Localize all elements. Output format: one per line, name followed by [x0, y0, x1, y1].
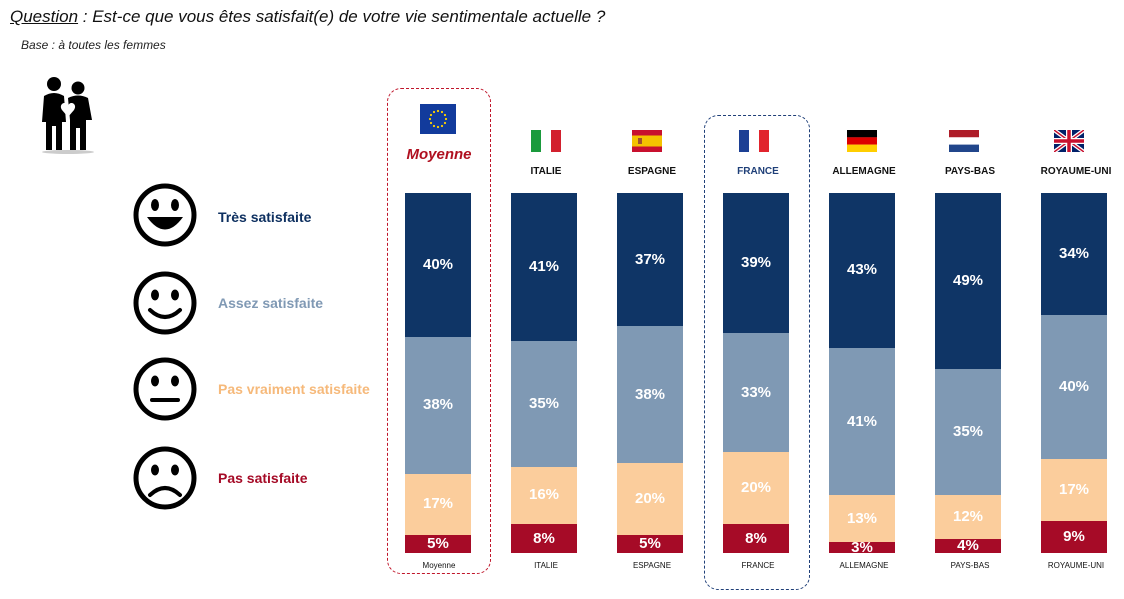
- bar-segment-pas-allemagne: [829, 542, 895, 553]
- country-label-espagne: ESPAGNE: [627, 166, 677, 177]
- bar-segment-pas-vraiment-royaume-uni: [1041, 459, 1107, 521]
- data-label-tres-royaume-uni: 34%: [1058, 245, 1090, 263]
- happy-face-icon: [133, 271, 197, 335]
- bar-segment-assez-france: [723, 333, 789, 453]
- bar-segment-pas-espagne: [617, 535, 683, 553]
- country-label-allemagne: ALLEMAGNE: [832, 166, 896, 177]
- data-label-pas-vraiment-moyenne: 17%: [422, 495, 454, 513]
- legend-label-assez: Assez satisfaite: [218, 295, 324, 311]
- bar-segment-assez-allemagne: [829, 347, 895, 496]
- bar-segment-pas-france: [723, 524, 789, 553]
- data-label-tres-allemagne: 43%: [846, 261, 878, 279]
- bar-segment-assez-royaume-uni: [1041, 315, 1107, 460]
- data-label-pas-pays-bas: 4%: [957, 536, 979, 554]
- data-label-pas-italie: 8%: [533, 529, 555, 547]
- germany-flag-icon: [847, 130, 877, 152]
- data-label-assez-france: 33%: [740, 383, 772, 401]
- data-label-assez-allemagne: 41%: [846, 412, 878, 430]
- bar-segment-pas-vraiment-moyenne: [405, 473, 471, 535]
- moyenne-top-label: Moyenne: [406, 146, 472, 163]
- data-label-pas-vraiment-espagne: 20%: [634, 490, 666, 507]
- question-text: : Est-ce que vous êtes satisfait(e) de v…: [78, 7, 606, 26]
- bar-segment-tres-moyenne: [405, 193, 471, 337]
- sad-face-icon: [133, 446, 197, 510]
- data-label-pas-vraiment-france: 20%: [740, 479, 772, 497]
- bar-segment-pas-vraiment-france: [723, 452, 789, 525]
- very-happy-face-icon: [133, 183, 197, 247]
- data-label-pas-vraiment-royaume-uni: 17%: [1058, 481, 1090, 498]
- data-label-pas-vraiment-italie: 16%: [528, 486, 560, 504]
- legend-label-pas-vraiment: Pas vraiment satisfaite: [218, 381, 370, 397]
- country-label-france: FRANCE: [737, 166, 779, 177]
- country-label-pays-bas: PAYS-BAS: [944, 166, 995, 177]
- data-label-pas-moyenne: 5%: [427, 535, 449, 552]
- bar-segment-pas-italie: [511, 524, 577, 553]
- country-label-italie: ITALIE: [530, 166, 562, 177]
- bar-segment-tres-france: [723, 193, 789, 334]
- bar-segment-pas-royaume-uni: [1041, 520, 1107, 553]
- bottom-label-royaume-uni: ROYAUME-UNI: [1047, 561, 1105, 570]
- bottom-label-pays-bas: PAYS-BAS: [950, 561, 990, 570]
- bar-segment-pas-vraiment-italie: [511, 466, 577, 525]
- data-label-assez-italie: 35%: [528, 394, 560, 412]
- data-label-tres-pays-bas: 49%: [952, 272, 984, 290]
- bar-segment-tres-pays-bas: [935, 193, 1001, 370]
- question-line: Question : Est-ce que vous êtes satisfai…: [10, 7, 605, 27]
- data-label-assez-royaume-uni: 40%: [1058, 378, 1090, 396]
- bottom-label-moyenne: Moyenne: [422, 561, 456, 570]
- base-note: Base : à toutes les femmes: [21, 38, 166, 52]
- bar-segment-assez-italie: [511, 340, 577, 467]
- bar-segment-assez-moyenne: [405, 337, 471, 474]
- bar-segment-assez-espagne: [617, 326, 683, 463]
- bar-segment-tres-royaume-uni: [1041, 193, 1107, 316]
- legend-label-tres: Très satisfaite: [218, 209, 312, 225]
- data-label-pas-royaume-uni: 9%: [1063, 527, 1085, 545]
- italy-flag-icon: [531, 130, 561, 152]
- country-label-royaume-uni: ROYAUME-UNI: [1040, 166, 1112, 177]
- data-label-pas-vraiment-allemagne: 13%: [846, 509, 878, 527]
- france-flag-icon: [739, 130, 769, 152]
- data-label-tres-italie: 41%: [528, 257, 560, 275]
- data-label-tres-moyenne: 40%: [422, 256, 454, 273]
- bar-segment-tres-espagne: [617, 193, 683, 327]
- bar-segment-tres-allemagne: [829, 193, 895, 348]
- bar-segment-pas-pays-bas: [935, 538, 1001, 553]
- neutral-face-icon: [133, 357, 197, 421]
- bottom-label-italie: ITALIE: [534, 561, 558, 570]
- bottom-label-espagne: ESPAGNE: [632, 561, 672, 570]
- bar-segment-tres-italie: [511, 193, 577, 341]
- question-word: Question: [10, 7, 79, 26]
- data-label-tres-france: 39%: [740, 254, 772, 272]
- data-label-pas-france: 8%: [745, 529, 767, 547]
- france-highlight-box: [704, 115, 810, 590]
- netherlands-flag-icon: [949, 130, 979, 152]
- bar-segment-assez-pays-bas: [935, 369, 1001, 496]
- bar-segment-pas-moyenne: [405, 535, 471, 553]
- bar-segment-pas-vraiment-espagne: [617, 463, 683, 535]
- spain-flag-icon: [632, 130, 662, 152]
- bottom-label-allemagne: ALLEMAGNE: [839, 561, 889, 570]
- bar-segment-pas-vraiment-pays-bas: [935, 495, 1001, 539]
- data-label-tres-espagne: 37%: [634, 250, 666, 268]
- moyenne-highlight-box: [387, 88, 491, 574]
- data-label-pas-espagne: 5%: [639, 535, 661, 552]
- data-label-pas-vraiment-pays-bas: 12%: [952, 508, 984, 525]
- data-label-assez-espagne: 38%: [634, 385, 666, 403]
- legend-label-pas: Pas satisfaite: [218, 470, 308, 486]
- data-label-assez-pays-bas: 35%: [952, 423, 984, 441]
- data-label-pas-allemagne: 3%: [851, 538, 873, 556]
- bar-segment-pas-vraiment-allemagne: [829, 495, 895, 543]
- couple-icon: [42, 77, 94, 154]
- uk-flag-icon: [1054, 130, 1084, 152]
- bottom-label-france: FRANCE: [741, 561, 775, 570]
- eu-flag-icon: [420, 104, 456, 134]
- data-label-assez-moyenne: 38%: [422, 396, 454, 414]
